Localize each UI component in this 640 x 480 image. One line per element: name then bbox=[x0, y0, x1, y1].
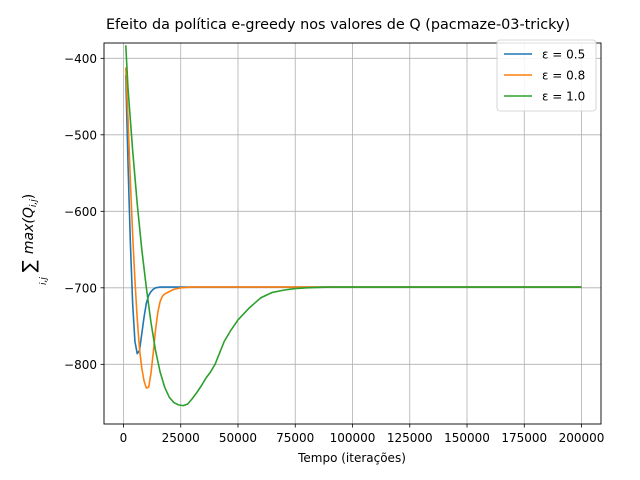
legend-label-1: ε = 0.5 bbox=[542, 48, 585, 62]
y-label-close-paren: ) bbox=[21, 194, 37, 199]
legend: ε = 0.5 ε = 0.8 ε = 1.0 bbox=[496, 39, 597, 112]
x-tick-label: 150000 bbox=[444, 431, 490, 445]
x-tick-label: 100000 bbox=[330, 431, 376, 445]
x-tick-label: 125000 bbox=[387, 431, 433, 445]
y-axis-label: ∑max(Qi,j) i,j bbox=[19, 194, 49, 285]
y-label-subscript: i,j bbox=[29, 199, 39, 207]
y-tick-label: −600 bbox=[64, 205, 97, 219]
x-tick-label: 50000 bbox=[219, 431, 257, 445]
y-tick-label: −500 bbox=[64, 128, 97, 142]
x-tick-label: 0 bbox=[120, 431, 128, 445]
y-label-max-text: max(Q bbox=[21, 207, 37, 254]
x-axis-label: Tempo (iterações) bbox=[297, 451, 406, 465]
chart-title: Efeito da política e-greedy nos valores … bbox=[106, 17, 570, 33]
x-axis-ticks: 0 25000 50000 75000 100000 125000 150000 175000… bbox=[120, 424, 605, 445]
series-line-3 bbox=[124, 45, 582, 407]
legend-box bbox=[496, 39, 597, 112]
legend-label-2: ε = 0.8 bbox=[542, 69, 585, 83]
x-tick-label: 200000 bbox=[559, 431, 605, 445]
y-label-sum-subscript: i,j bbox=[39, 277, 49, 285]
y-tick-label: −800 bbox=[64, 358, 97, 372]
x-tick-label: 25000 bbox=[162, 431, 200, 445]
y-label-sum-symbol: ∑ bbox=[19, 260, 40, 272]
y-axis-ticks: −800 −700 −600 −500 −400 bbox=[64, 52, 104, 372]
series-lines bbox=[124, 45, 582, 407]
y-tick-label: −700 bbox=[64, 281, 97, 295]
x-tick-label: 75000 bbox=[276, 431, 314, 445]
svg-text:∑max(Qi,j): ∑ max(Qi,j) bbox=[19, 194, 40, 272]
legend-label-3: ε = 1.0 bbox=[542, 90, 585, 104]
x-tick-label: 175000 bbox=[501, 431, 547, 445]
y-tick-label: −400 bbox=[64, 52, 97, 66]
